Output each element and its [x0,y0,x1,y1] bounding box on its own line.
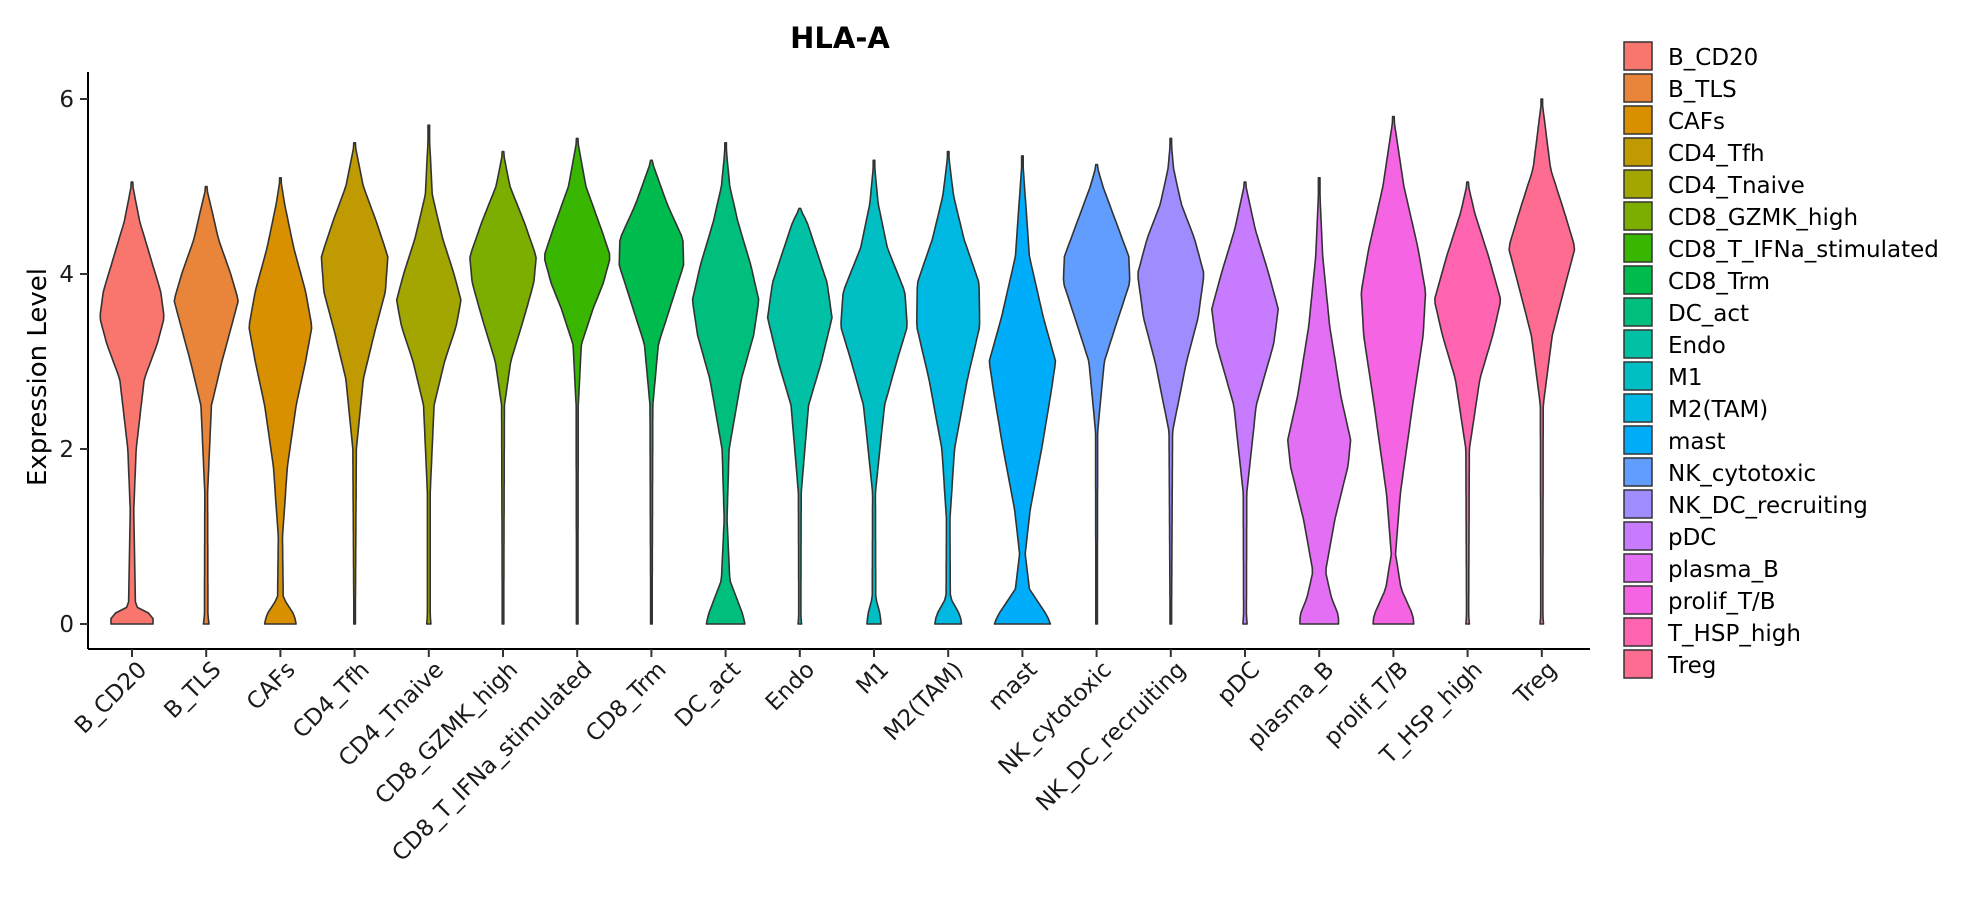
legend-label: pDC [1668,525,1716,551]
x-tick-label: M2(TAM) [879,657,968,746]
legend-label: M2(TAM) [1668,397,1768,423]
legend-swatch [1623,329,1653,359]
legend-swatch [1623,393,1653,423]
violin-prolif_T/B [1360,115,1427,625]
legend-swatch [1623,457,1653,487]
legend-label: CD4_Tnaive [1668,173,1805,199]
x-tick-label: CD8_GZMK_high [370,657,523,810]
legend-swatch [1623,521,1653,551]
violin-M2(TAM) [916,150,981,625]
violin-CAFs [248,177,313,625]
legend-label: mast [1668,429,1726,455]
x-tick-label: M1 [851,657,894,700]
x-tick-label: B_TLS [159,657,226,724]
legend-label: B_TLS [1668,77,1737,103]
violin-B_TLS [173,185,239,625]
violin-T_HSP_high [1434,181,1502,625]
legend-swatch [1623,41,1653,71]
legend-label: T_HSP_high [1667,621,1801,647]
legend-swatch [1623,73,1653,103]
legend-label: NK_DC_recruiting [1668,493,1868,519]
y-axis-label: Expression Level [23,268,53,486]
y-tick-label: 2 [59,437,74,463]
violin-NK_cytotoxic [1062,163,1131,625]
legend-swatch [1623,265,1653,295]
violin-plasma_B [1287,177,1352,625]
legend-label: DC_act [1668,301,1749,327]
violin-pDC [1211,181,1279,625]
y-tick-label: 4 [59,262,74,288]
violin-CD4_Tfh [320,142,389,625]
legend-label: prolif_T/B [1668,589,1776,615]
x-tick-label: CAFs [242,657,301,716]
chart-title: HLA-A [790,21,890,55]
x-tick-label: DC_act [670,657,746,733]
legend-label: CD8_T_IFNa_stimulated [1668,237,1939,263]
violins-group [99,98,1576,625]
legend-swatch [1623,649,1653,679]
y-tick-label: 6 [59,87,74,113]
violin-CD8_GZMK_high [469,150,537,625]
violin-Treg [1508,98,1576,625]
legend-label: CD8_GZMK_high [1668,205,1858,231]
violin-Endo [766,207,833,625]
legend-swatch [1623,425,1653,455]
x-ticks-group: B_CD20 B_TLS CAFsCD4_TfhCD4_TnaiveCD8_GZMK… [70,649,1562,867]
legend-label: Treg [1667,653,1716,679]
legend-label: B_CD20 [1668,45,1758,71]
legend-swatch [1623,233,1653,263]
legend-swatch [1623,105,1653,135]
violin-M1 [840,159,908,625]
x-tick-label: Treg [1509,657,1562,710]
x-tick-label: mast [984,657,1043,716]
legend-swatch [1623,169,1653,199]
legend-label: Endo [1668,333,1726,359]
y-ticks-group: 0 2 4 6 [59,87,88,638]
x-tick-label: CD8_Trm [581,657,672,748]
legend: B_CD20 B_TLS CAFs CD4_Tfh CD4_Tnaive CD8_GZMK… [1623,41,1939,679]
legend-label: CD8_Trm [1668,269,1770,295]
violin-CD8_Trm [618,159,685,625]
legend-swatch [1623,553,1653,583]
legend-swatch [1623,617,1653,647]
violin-CD8_T_IFNa_stimulated [544,137,611,625]
legend-label: NK_cytotoxic [1668,461,1816,487]
legend-swatch [1623,585,1653,615]
violin-B_CD20 [99,181,165,625]
legend-swatch [1623,201,1653,231]
x-tick-label: B_CD20 [70,657,152,739]
legend-swatch [1623,489,1653,519]
legend-label: CD4_Tfh [1668,141,1765,167]
violin-CD4_Tnaive [395,124,462,625]
legend-label: M1 [1668,365,1702,391]
legend-label: plasma_B [1668,557,1779,583]
x-tick-label: Endo [761,657,820,716]
y-tick-label: 0 [59,612,74,638]
legend-swatch [1623,297,1653,327]
legend-swatch [1623,137,1653,167]
legend-label: CAFs [1668,109,1725,135]
violin-mast [988,155,1057,625]
x-tick-label: pDC [1213,657,1266,710]
violin-DC_act [691,142,760,625]
legend-swatch [1623,361,1653,391]
violin-NK_DC_recruiting [1137,137,1205,625]
